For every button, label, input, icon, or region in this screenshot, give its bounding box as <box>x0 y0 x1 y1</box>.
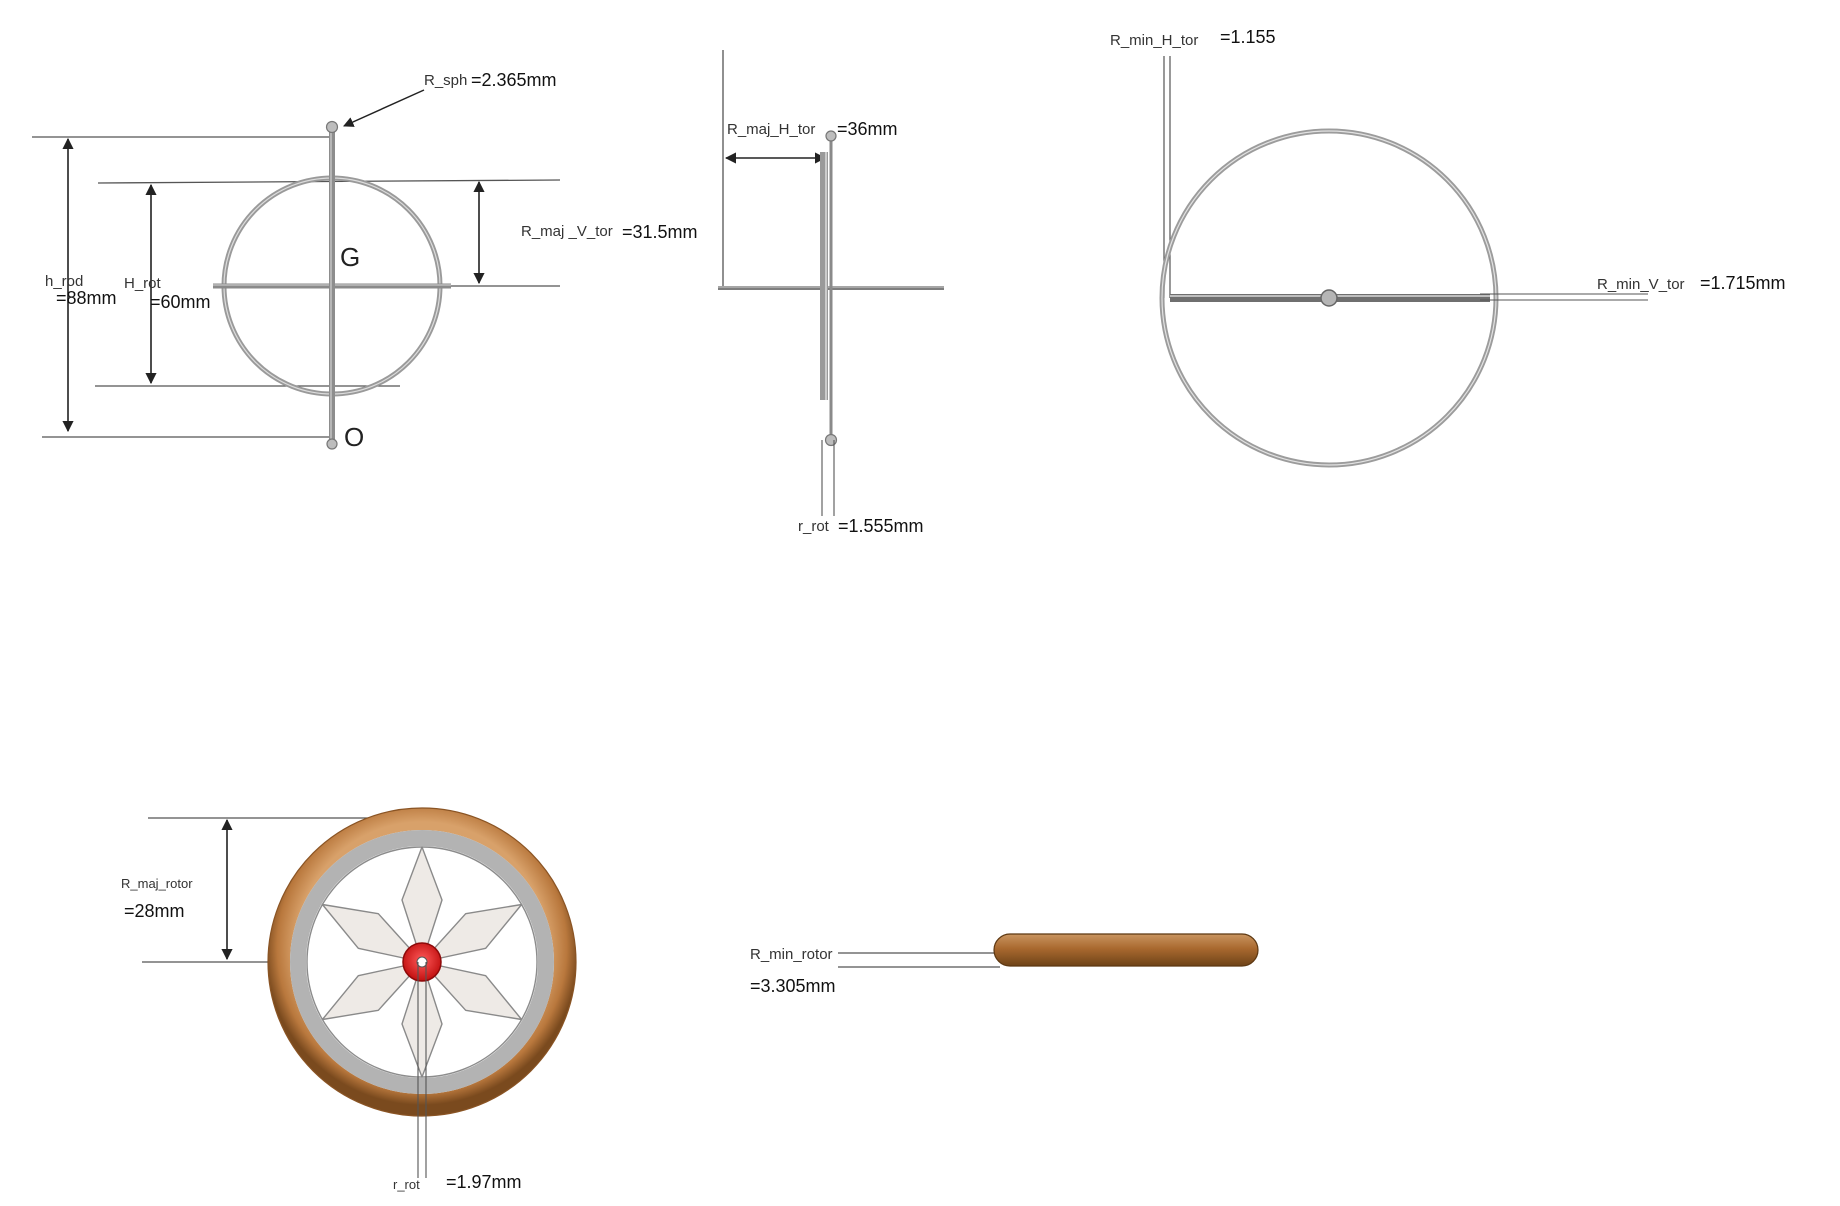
r-min-rotor-value: =3.305mm <box>750 976 836 996</box>
horizontal-torus-top-inner <box>1161 130 1497 466</box>
side-view <box>718 50 944 516</box>
rotor-rim <box>268 808 576 1116</box>
r-min-rotor-name: R_min_rotor <box>750 946 833 963</box>
r-rot-value: =1.555mm <box>838 516 924 536</box>
spoke <box>321 961 423 1021</box>
r-maj-h-tor-value: =36mm <box>837 119 898 139</box>
h-rod-name: h_rod <box>45 273 84 290</box>
top-sphere-side <box>825 130 837 142</box>
r-min-v-tor-value: =1.715mm <box>1700 273 1786 293</box>
r-min-h-tor-value: =1.155 <box>1220 27 1276 47</box>
r-rot-rotor-value: =1.97mm <box>446 1172 522 1192</box>
r-rot-name: r_rot <box>798 518 829 535</box>
h-rod-value: =88mm <box>56 288 117 308</box>
rotor-front-view <box>142 807 577 1178</box>
spoke <box>401 961 443 1078</box>
rotor-hub-hole <box>416 956 428 968</box>
r-maj-v-tor-name: R_maj _V_tor <box>521 223 613 240</box>
spoke <box>421 903 523 963</box>
r-rot-rotor-name: r_rot <box>393 1177 420 1192</box>
front-view <box>32 89 561 450</box>
r-min-v-tor-name: R_min_V_tor <box>1597 276 1685 293</box>
bottom-sphere-side <box>824 433 838 447</box>
top-sphere <box>325 120 339 134</box>
point-g-label: G <box>340 242 361 272</box>
rod-top-sphere <box>1320 289 1338 307</box>
spoke <box>401 846 443 963</box>
h-rot-name: H_rot <box>124 275 161 292</box>
h-rot-value: =60mm <box>150 292 211 312</box>
r-maj-rotor-value: =28mm <box>124 901 185 921</box>
rotor-rim-shadow <box>267 807 577 1117</box>
bottom-sphere <box>326 438 338 450</box>
r-sph-name: R_sph <box>424 72 468 89</box>
spoke <box>421 961 523 1021</box>
r-maj-v-tor-value: =31.5mm <box>622 222 698 242</box>
top-view <box>1159 56 1648 468</box>
r-maj-h-tor-name: R_maj_H_tor <box>727 121 816 138</box>
r-maj-rotor-name: R_maj_rotor <box>121 876 193 891</box>
rotor-side-body <box>993 933 1259 967</box>
point-o-label: O <box>344 422 365 452</box>
r-sph-value: =2.365mm <box>471 70 557 90</box>
rotor-side-view <box>838 933 1259 968</box>
r-min-h-tor-name: R_min_H_tor <box>1110 32 1199 49</box>
rotor-spokes <box>321 846 523 1078</box>
r-sph-leader <box>343 89 425 127</box>
spoke <box>321 903 423 963</box>
